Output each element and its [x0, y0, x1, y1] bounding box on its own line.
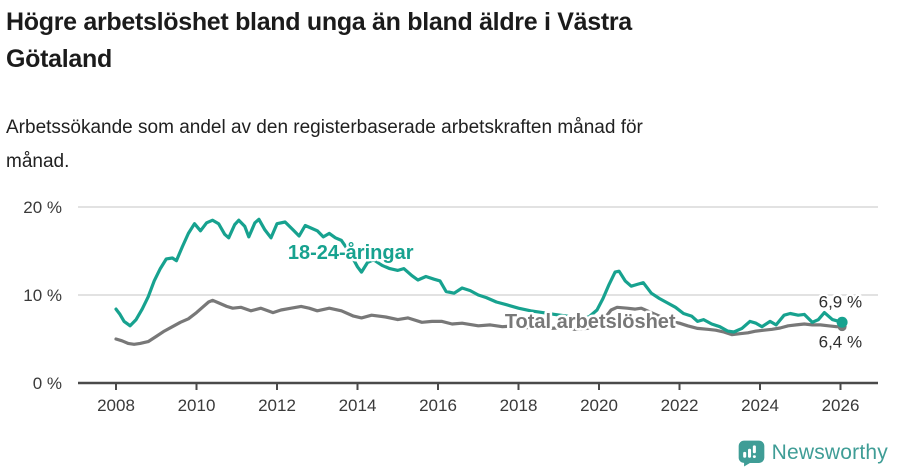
series-line-total [114, 298, 844, 346]
series-label-young: 18-24-åringar [288, 241, 414, 264]
chart-subtitle: Arbetssökande som andel av den registerb… [6, 111, 886, 179]
x-axis-tick-label: 2014 [339, 396, 377, 415]
newsworthy-logo-text: Newsworthy [771, 441, 888, 464]
x-axis-tick-label: 2022 [661, 396, 699, 415]
newsworthy-speech-bubble-bar-chart-icon [738, 440, 764, 467]
y-axis-tick-label: 0 % [33, 374, 62, 393]
series-line-young [114, 217, 844, 334]
newsworthy-logo[interactable]: Newsworthy [738, 438, 888, 468]
x-axis-tick-label: 2016 [419, 396, 457, 415]
x-axis-tick-label: 2024 [741, 396, 779, 415]
chart-subtitle-line1: Arbetssökande som andel av den registerb… [6, 117, 643, 138]
chart-title-line1: Högre arbetslöshet bland unga än bland ä… [6, 8, 632, 36]
chart-header: Högre arbetslöshet bland unga än bland ä… [6, 4, 886, 179]
y-axis-tick-label: 20 % [23, 198, 62, 217]
series-label-total: Total arbetslöshet [505, 311, 676, 333]
x-axis-tick-label: 2026 [822, 396, 860, 415]
series-end-value-young: 6,9 % [819, 292, 862, 311]
series-end-value-total: 6,4 % [819, 333, 862, 352]
x-axis-tick-label: 2020 [580, 396, 618, 415]
x-axis-tick-label: 2018 [500, 396, 538, 415]
series-end-dot-young [836, 316, 848, 328]
x-axis-tick-label: 2012 [258, 396, 296, 415]
chart-title-line2: Götaland [6, 45, 112, 73]
chart-subtitle-line2: månad. [6, 151, 70, 172]
x-axis-tick-label: 2008 [97, 396, 135, 415]
x-axis-tick-label: 2010 [178, 396, 216, 415]
chart-title: Högre arbetslöshet bland unga än bland ä… [6, 4, 886, 78]
y-axis-tick-label: 10 % [23, 286, 62, 305]
